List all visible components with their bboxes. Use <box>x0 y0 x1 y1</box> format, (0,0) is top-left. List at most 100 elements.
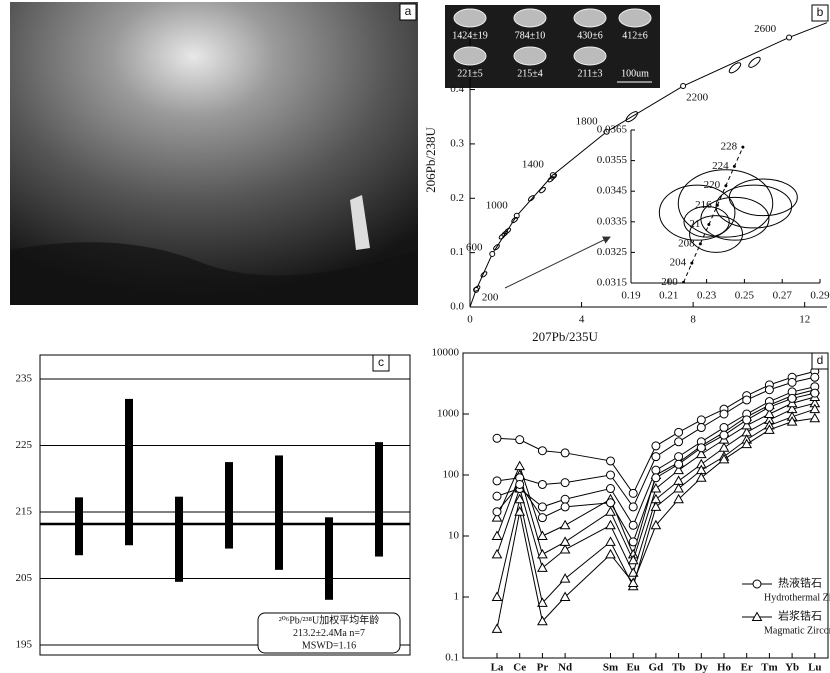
triangle-marker <box>606 550 615 558</box>
y-tick-label: 10000 <box>432 347 460 359</box>
circle-marker <box>493 434 501 442</box>
x-tick-label: Er <box>741 662 753 673</box>
circle-marker <box>743 416 751 424</box>
triangle-marker <box>606 537 615 545</box>
circle-marker <box>675 428 683 436</box>
circle-marker <box>652 453 660 461</box>
circle-marker <box>720 410 728 418</box>
grain-age-label: 430±6 <box>577 30 603 41</box>
circle-marker <box>765 386 773 394</box>
inset-age-point <box>733 165 736 168</box>
age-error-bar <box>75 497 83 555</box>
panel-label: d <box>817 353 824 367</box>
inset-age-label: 228 <box>721 141 738 153</box>
y-tick-label: 0.3 <box>450 137 464 149</box>
triangle-marker <box>538 550 547 558</box>
circle-marker <box>652 466 660 474</box>
x-tick-label: Pr <box>537 662 549 673</box>
circle-marker <box>516 436 524 444</box>
circle-marker <box>538 514 546 522</box>
figure: a048120.00.10.20.30.40.5207Pb/235U206Pb/… <box>0 0 830 673</box>
panel-label: a <box>405 4 412 18</box>
x-axis-label: 207Pb/235U <box>532 329 598 344</box>
y-tick-label: 0.2 <box>450 192 464 204</box>
circle-marker <box>720 424 728 432</box>
photo-panel <box>10 2 418 305</box>
triangle-marker <box>515 462 524 470</box>
inset-x-tick-label: 0.27 <box>773 290 793 302</box>
grain-age-label: 215±4 <box>517 68 543 79</box>
analysis-ellipse <box>480 271 488 278</box>
circle-marker <box>561 449 569 457</box>
circle-marker <box>811 389 819 397</box>
x-tick-label: Ho <box>717 662 732 673</box>
circle-marker <box>743 396 751 404</box>
legend-name: 热液锆石 <box>778 576 822 590</box>
circle-marker <box>538 503 546 511</box>
y-axis-label: 206Pb/238U <box>423 127 438 193</box>
triangle-marker <box>493 593 502 601</box>
y-tick-label: 235 <box>16 372 33 384</box>
legend-label: Magmatic Zircom <box>764 625 830 636</box>
circle-marker <box>675 453 683 461</box>
x-tick-label: Yb <box>785 662 799 673</box>
x-tick-label: 12 <box>799 314 810 326</box>
triangle-marker <box>538 563 547 571</box>
legend-name: 岩浆锆石 <box>778 609 822 623</box>
triangle-marker <box>651 502 660 510</box>
circle-marker <box>675 460 683 468</box>
circle-marker <box>675 438 683 446</box>
circle-marker <box>493 477 501 485</box>
x-tick-label: 0 <box>467 314 473 326</box>
concordia-age-label: 1400 <box>522 159 545 171</box>
concordia-age-label: 2600 <box>754 23 777 35</box>
age-error-bar <box>375 442 383 556</box>
inset-ellipse <box>716 185 792 228</box>
zircon-grain <box>619 9 651 27</box>
y-tick-label: 100 <box>443 469 460 481</box>
x-tick-label: Gd <box>649 662 664 673</box>
circle-marker <box>607 499 615 507</box>
inset-age-label: 208 <box>678 237 695 249</box>
inset-y-tick-label: 0.0355 <box>597 154 628 166</box>
inset-x-tick-label: 0.19 <box>621 290 641 302</box>
x-tick-label: Tb <box>672 662 685 673</box>
circle-marker <box>811 373 819 381</box>
y-tick-label: 225 <box>16 439 33 451</box>
circle-marker <box>538 480 546 488</box>
concordia-age-label: 1800 <box>576 115 599 127</box>
triangle-marker <box>697 473 706 481</box>
inset-age-point <box>724 184 727 187</box>
inset-y-tick-label: 0.0315 <box>597 277 628 289</box>
grain-age-label: 412±6 <box>622 30 648 41</box>
y-tick-label: 195 <box>16 639 33 651</box>
result-text: MSWD=1.16 <box>302 640 356 651</box>
analysis-ellipse <box>511 216 519 223</box>
circle-marker <box>607 471 615 479</box>
inset-x-tick-label: 0.29 <box>810 290 830 302</box>
grain-age-label: 221±5 <box>457 68 483 79</box>
circle-marker <box>788 394 796 402</box>
x-tick-label: Tm <box>761 662 778 673</box>
triangle-marker <box>561 574 570 582</box>
x-tick-label: Lu <box>808 662 821 673</box>
circle-marker <box>629 521 637 529</box>
circle-marker <box>697 416 705 424</box>
circle-marker <box>607 457 615 465</box>
age-error-bar <box>275 455 283 569</box>
triangle-marker <box>561 521 570 529</box>
inset-age-point <box>699 242 702 245</box>
inset-x-tick-label: 0.21 <box>659 290 678 302</box>
triangle-marker <box>810 414 819 422</box>
concordia-age-point <box>490 251 495 256</box>
concordia-age-label: 1000 <box>486 199 509 211</box>
grain-age-label: 1424±19 <box>452 30 488 41</box>
inset-age-label: 204 <box>670 257 687 269</box>
inset-arrow <box>505 237 610 288</box>
y-tick-label: 0.0 <box>450 301 464 313</box>
inset-age-point <box>707 223 710 226</box>
triangle-marker <box>493 550 502 558</box>
y-tick-label: 0.1 <box>450 246 464 258</box>
circle-marker <box>720 431 728 439</box>
analysis-ellipse <box>528 195 536 202</box>
